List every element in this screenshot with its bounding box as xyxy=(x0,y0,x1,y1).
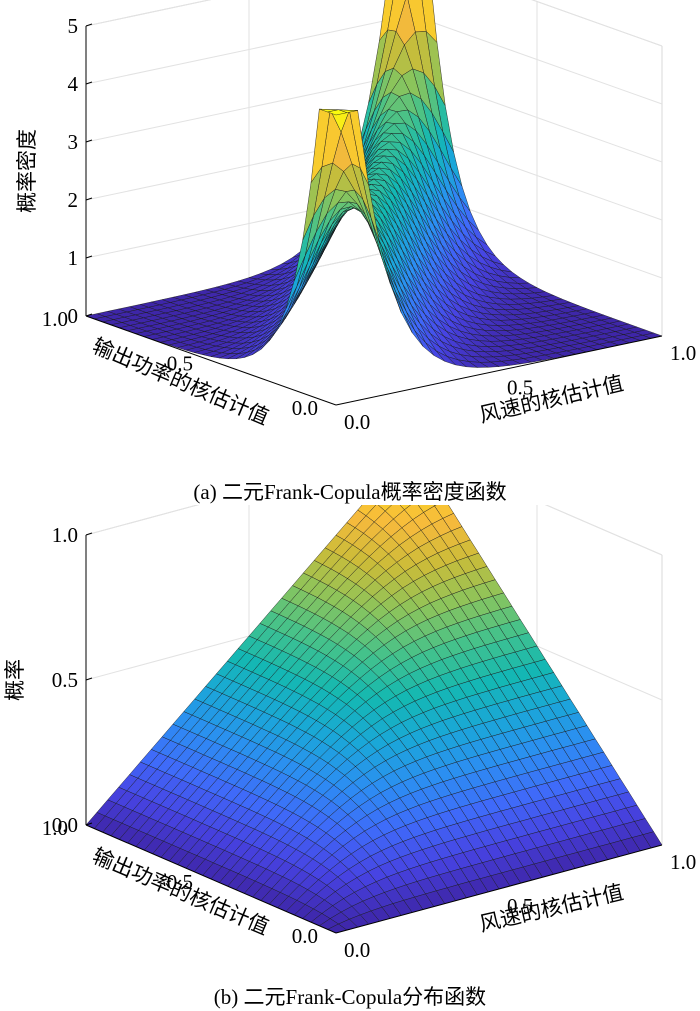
chart-a-z-tick-label: 2 xyxy=(68,188,79,212)
chart-b-y-tick-label: 1.0 xyxy=(42,816,68,840)
chart-b-z-tick xyxy=(85,822,93,826)
chart-a-x-tick-label: 1.0 xyxy=(670,341,696,365)
chart-a-z-tick-label: 5 xyxy=(68,14,79,38)
chart-b-y-tick-label: 0.0 xyxy=(292,924,318,948)
chart-b-x-tick-label: 0.0 xyxy=(344,938,370,962)
chart-a-surface-patch xyxy=(326,109,348,116)
chart-a-z-tick xyxy=(85,313,93,317)
chart-a-z-axis-label: 概率密度 xyxy=(15,129,39,213)
chart-a-z-tick-label: 0 xyxy=(68,304,79,328)
chart-a-surface xyxy=(85,0,663,368)
chart-a-x-axis-label: 风速的核估计值 xyxy=(477,371,626,427)
chart-b-caption: (b) 二元Frank-Copula分布函数 xyxy=(213,985,487,1009)
chart-b-z-tick-label: 0.0 xyxy=(52,813,78,837)
chart-a-x-tick-label: 0.0 xyxy=(344,410,370,434)
chart-a-z-gridline xyxy=(85,0,663,47)
chart-a-z-tick-label: 4 xyxy=(68,72,79,96)
chart-a-y-tick-label: 0.5 xyxy=(167,352,193,376)
chart-a-z-tick xyxy=(85,197,93,201)
chart-b-surface-patch xyxy=(399,505,411,511)
chart-a: 0 1 2 3 4 5 概率密度 1.0 0.5 0.0 0.0 0.5 1.0 输出功率的核估计值 风速的… xyxy=(0,0,700,504)
chart-a-z-tick xyxy=(85,23,93,27)
chart-b-x-tick-label: 0.5 xyxy=(507,894,533,918)
chart-a-z-tick-label: 3 xyxy=(68,130,79,154)
chart-b-x-axis-line xyxy=(335,844,663,934)
chart-b: 0.0 0.5 1.0 概率 1.0 0.5 0.0 0.0 0.5 1.0 输出功率的核估计值 风速… xyxy=(0,505,700,1009)
chart-b-z-gridline xyxy=(85,505,663,556)
chart-b-z-tick xyxy=(85,532,93,536)
chart-a-z-tick xyxy=(85,139,93,143)
chart-a-caption: (a) 二元Frank-Copula概率密度函数 xyxy=(193,480,507,504)
chart-a-y-tick-label: 0.0 xyxy=(292,396,318,420)
chart-b-z-tick-label: 1.0 xyxy=(52,523,78,547)
chart-b-z-tick-label: 0.5 xyxy=(52,668,78,692)
chart-b-surface xyxy=(85,505,663,934)
chart-a-x-axis-line xyxy=(335,335,663,406)
chart-a-x-tick-label: 0.5 xyxy=(507,376,533,400)
chart-b-z-axis-label: 概率 xyxy=(3,659,27,701)
chart-a-z-tick xyxy=(85,255,93,259)
chart-a-z-tick-label: 1 xyxy=(68,246,79,270)
chart-a-y-axis-line xyxy=(85,315,337,406)
chart-b-x-tick-label: 1.0 xyxy=(670,850,696,874)
chart-b-y-axis-line xyxy=(85,824,337,934)
chart-a-y-tick-label: 1.0 xyxy=(42,307,68,331)
chart-a-z-tick xyxy=(85,81,93,85)
chart-b-y-tick-label: 0.5 xyxy=(167,870,193,894)
chart-b-z-tick xyxy=(85,677,93,681)
